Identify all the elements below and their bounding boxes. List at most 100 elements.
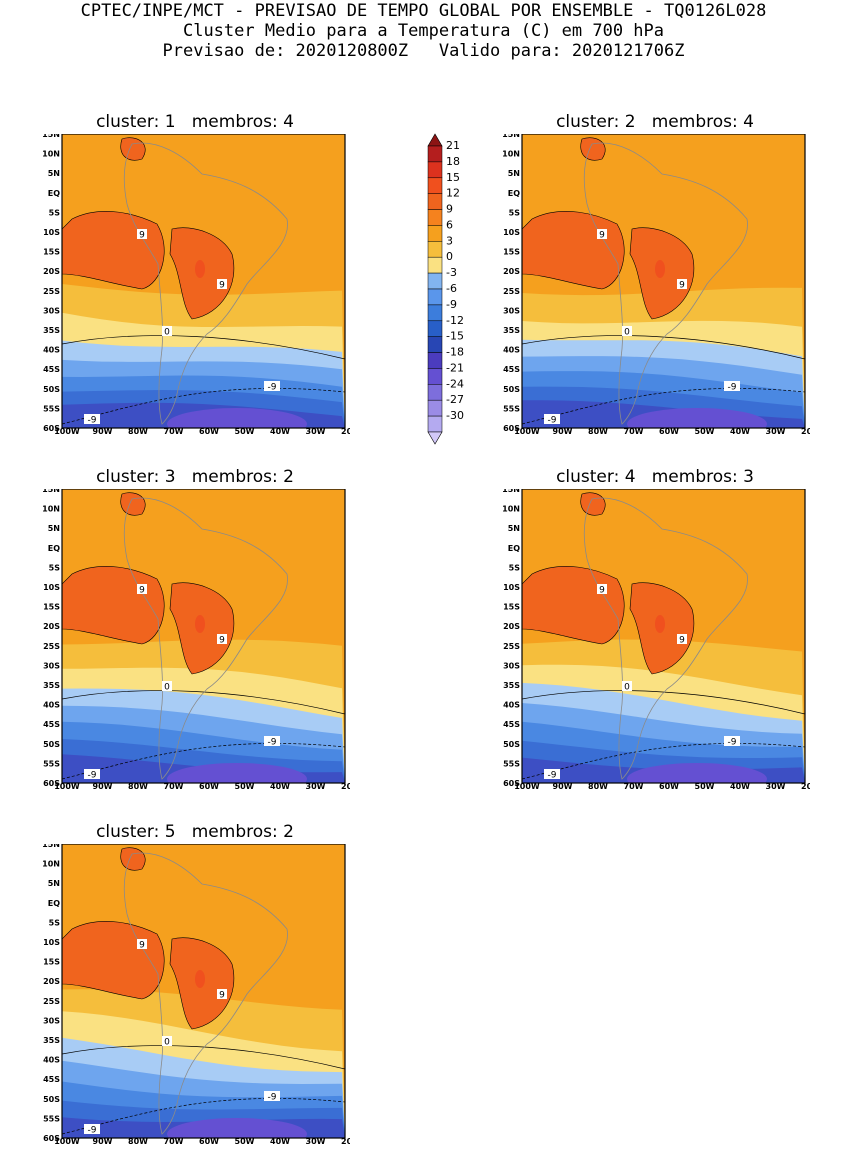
lon-tick-label: 60W	[199, 427, 219, 434]
lat-tick-label: 40S	[503, 346, 520, 355]
contour-label: 9	[217, 989, 227, 1001]
lon-tick-label: 70W	[164, 427, 184, 434]
lon-tick-label: 90W	[93, 1137, 113, 1144]
colorbar-tick-label: -6	[446, 282, 457, 295]
contour-label: 0	[162, 326, 172, 338]
lat-tick-label: 5N	[48, 879, 60, 888]
lat-tick-label: 10S	[43, 938, 60, 947]
svg-text:0: 0	[624, 328, 630, 338]
colorbar-tick-label: 0	[446, 250, 453, 263]
colorbar-tick-label: 9	[446, 203, 453, 216]
lon-tick-label: 90W	[553, 427, 573, 434]
colorbar-tick-label: -3	[446, 266, 457, 279]
svg-text:9: 9	[679, 281, 685, 291]
cluster-panel-4: cluster: 4 membros: 3 9 9 0 -9 -9 15N 10N 5N EQ 5S…	[490, 467, 820, 813]
lat-tick-label: 10N	[42, 150, 60, 159]
contour-label: 9	[597, 229, 607, 241]
svg-text:9: 9	[139, 231, 145, 241]
lon-tick-label: 20W	[801, 782, 810, 789]
lat-tick-label: 35S	[503, 681, 520, 690]
lat-tick-label: 60S	[43, 779, 60, 788]
contour-label: 0	[162, 1036, 172, 1048]
colorbar-tick-label: 21	[446, 139, 460, 152]
figure-subtitle: Cluster Medio para a Temperatura (C) em …	[182, 21, 665, 41]
lat-tick-label: 5S	[509, 208, 521, 217]
panel-title: cluster: 2 membros: 4	[556, 112, 754, 132]
svg-text:9: 9	[219, 636, 225, 646]
colorbar-tick-label: -21	[446, 361, 464, 374]
svg-text:9: 9	[219, 281, 225, 291]
lat-tick-label: 35S	[43, 681, 60, 690]
lat-tick-label: 50S	[503, 385, 520, 394]
colorbar-tick-label: -9	[446, 298, 457, 311]
lat-tick-label: EQ	[508, 189, 520, 198]
contour-label: 9	[217, 279, 227, 291]
lon-tick-label: 20W	[341, 782, 350, 789]
lat-tick-label: 60S	[503, 424, 520, 433]
svg-text:-9: -9	[88, 416, 97, 426]
lat-tick-label: 10N	[42, 505, 60, 514]
cluster-panel-1: cluster: 1 membros: 4 9 9 0 -9 -9 15N 10N 5N EQ 5S…	[30, 112, 360, 458]
colorbar-swatch	[427, 384, 443, 401]
contour-label: -9	[724, 381, 740, 393]
contour-label: -9	[84, 1124, 100, 1136]
lon-tick-label: 60W	[199, 1137, 219, 1144]
lat-tick-label: 10S	[43, 583, 60, 592]
forecast-dates: Previsao de: 2020120800Z Valido para: 20…	[162, 41, 685, 61]
panel-title: cluster: 1 membros: 4	[96, 112, 294, 132]
lat-tick-label: 50S	[43, 740, 60, 749]
lat-tick-label: 45S	[503, 365, 520, 374]
contour-label: 9	[677, 634, 687, 646]
contour-label: -9	[264, 736, 280, 748]
lat-tick-label: 15N	[42, 134, 60, 139]
colorbar-swatch	[427, 145, 443, 163]
lon-tick-label: 100W	[54, 782, 80, 789]
lat-tick-label: 10N	[502, 505, 520, 514]
lon-tick-label: 80W	[128, 782, 148, 789]
colorbar-swatch	[427, 161, 443, 179]
lat-tick-label: 50S	[43, 1095, 60, 1104]
cluster-panel-5: cluster: 5 membros: 2 9 9 0 -9 -9 15N 10N 5N EQ 5S…	[30, 822, 360, 1168]
colorbar-tick-label: -24	[446, 377, 464, 390]
lat-tick-label: 45S	[503, 720, 520, 729]
colorbar-swatch	[427, 399, 443, 417]
lat-tick-label: 35S	[43, 1036, 60, 1045]
lat-tick-label: 10N	[502, 150, 520, 159]
lat-tick-label: EQ	[48, 189, 60, 198]
contour-label: 9	[597, 584, 607, 596]
colorbar-tick-label: 6	[446, 218, 453, 231]
lon-tick-label: 20W	[801, 427, 810, 434]
lat-tick-label: 40S	[43, 1056, 60, 1065]
lat-tick-label: 55S	[503, 404, 520, 413]
lat-tick-label: 45S	[43, 1075, 60, 1084]
lon-tick-label: 30W	[306, 427, 326, 434]
lat-tick-label: 25S	[43, 287, 60, 296]
cluster-panel-2: cluster: 2 membros: 4 9 9 0 -9 -9 15N 10N 5N EQ 5S…	[490, 112, 820, 458]
lon-tick-label: 40W	[730, 427, 750, 434]
lon-tick-label: 40W	[730, 782, 750, 789]
svg-text:0: 0	[164, 683, 170, 693]
lat-tick-label: 35S	[43, 326, 60, 335]
lon-tick-label: 100W	[54, 427, 80, 434]
lat-tick-label: 10S	[43, 228, 60, 237]
colorbar-tick-label: -12	[446, 314, 464, 327]
lat-tick-label: 5S	[49, 918, 61, 927]
colorbar-swatch	[427, 241, 443, 258]
lon-tick-label: 40W	[270, 1137, 290, 1144]
svg-text:9: 9	[679, 636, 685, 646]
temperature-map: 9 9 0 -9 -9 15N 10N 5N EQ 5S 10S 15S 20S 25S 30S 35S 40S…	[42, 844, 350, 1144]
contour-label: 0	[162, 681, 172, 693]
contour-label: -9	[544, 769, 560, 781]
lon-tick-label: 40W	[270, 427, 290, 434]
colorbar-max-arrow	[427, 133, 443, 147]
lat-tick-label: 60S	[503, 779, 520, 788]
contour-label: 9	[677, 279, 687, 291]
lat-tick-label: 10S	[503, 228, 520, 237]
lon-tick-label: 20W	[341, 427, 350, 434]
lat-tick-label: 50S	[503, 740, 520, 749]
panel-title: cluster: 5 membros: 2	[96, 822, 294, 842]
lat-tick-label: 15S	[43, 603, 60, 612]
colorbar-tick-label: 3	[446, 234, 453, 247]
lat-tick-label: 30S	[43, 661, 60, 670]
lon-tick-label: 30W	[766, 782, 786, 789]
